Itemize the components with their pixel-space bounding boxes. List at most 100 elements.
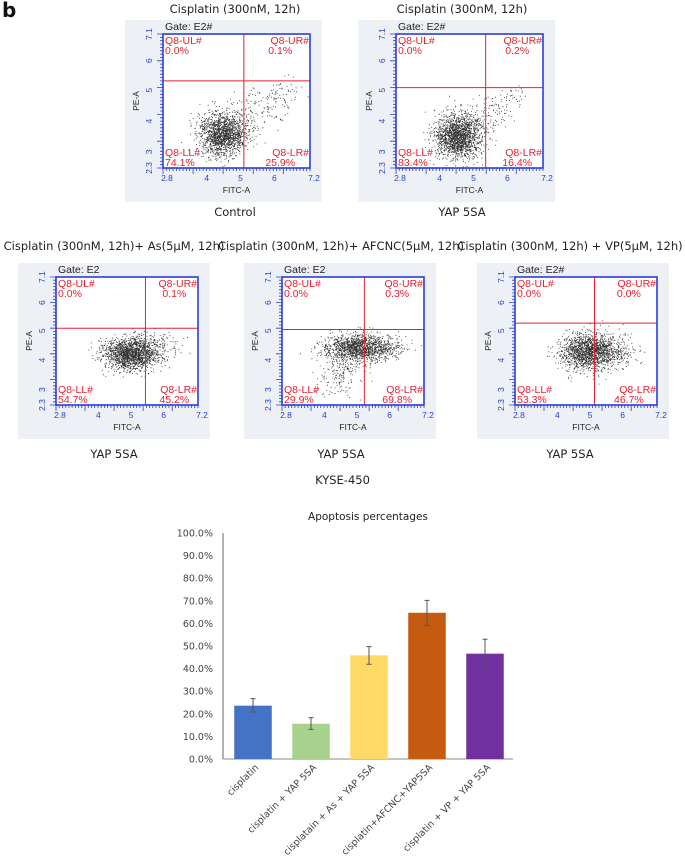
y-tick-label: 4 bbox=[144, 118, 154, 123]
quadrant-ll-name: Q8-LL# bbox=[398, 147, 433, 159]
quadrant-lr-name: Q8-LR# bbox=[619, 384, 656, 396]
quadrant-ll-value: 29.9% bbox=[284, 394, 314, 406]
y-tick-label: 20.0% bbox=[183, 709, 213, 720]
quadrant-ll-name: Q8-LL# bbox=[165, 147, 200, 159]
quadrant-ul-name: Q8-UL# bbox=[284, 278, 321, 290]
y-tick-label: 2.3 bbox=[496, 399, 506, 411]
gate-label: Gate: E2# bbox=[517, 264, 565, 276]
axis-ticks bbox=[509, 276, 658, 411]
quadrant-ur-value: 0.1% bbox=[162, 288, 186, 300]
x-tick-label: 4 bbox=[437, 173, 442, 183]
gate-label: Gate: E2 bbox=[58, 264, 100, 276]
axis-ticks bbox=[276, 276, 425, 411]
y-tick-label: 3 bbox=[37, 387, 47, 392]
y-axis-label: PE-A bbox=[483, 331, 493, 351]
quadrant-ll-name: Q8-LL# bbox=[58, 384, 93, 396]
gate-label: Gate: E2# bbox=[398, 21, 446, 33]
flow-cytometry-plot: Gate: E2 Q8-UL# 0.0% Q8-UR# 0.3% Q8-LL# 29.9% Q… bbox=[244, 263, 436, 439]
plot-area bbox=[56, 277, 198, 405]
x-tick-label: 2.8 bbox=[161, 173, 173, 183]
y-tick-label: 80.0% bbox=[183, 574, 213, 585]
x-tick-label: 4 bbox=[322, 410, 327, 420]
y-tick-label: 2.3 bbox=[144, 162, 154, 174]
x-tick-label: 7.2 bbox=[422, 410, 434, 420]
quadrant-ll-value: 53.3% bbox=[517, 394, 547, 406]
y-tick-label: 0.0% bbox=[189, 755, 213, 766]
quadrant-lr-name: Q8-LR# bbox=[505, 147, 542, 159]
x-tick-label: 6 bbox=[505, 173, 510, 183]
bars bbox=[234, 599, 504, 759]
quadrant-ul-value: 0.0% bbox=[165, 45, 189, 57]
error-bar bbox=[482, 638, 488, 669]
x-tick-label: 7.2 bbox=[655, 410, 667, 420]
x-tick-label: 4 bbox=[96, 410, 101, 420]
y-tick-label: 6 bbox=[496, 300, 506, 305]
bar bbox=[234, 705, 272, 759]
y-tick-label: 4 bbox=[377, 118, 387, 123]
quadrant-ul-value: 0.0% bbox=[58, 288, 82, 300]
flow-cytometry-plot: Gate: E2# Q8-UL# 0.0% Q8-UR# 0.1% Q8-LL# 74.1%… bbox=[125, 20, 322, 202]
y-tick-label: 6 bbox=[263, 300, 273, 305]
y-tick-label: 70.0% bbox=[183, 596, 213, 607]
y-tick-label: 3 bbox=[263, 387, 273, 392]
flow-panel-title: Cisplatin (300nM, 12h)+ As(5μM, 12h) bbox=[3, 239, 225, 253]
quadrant-lr-value: 45.2% bbox=[159, 394, 189, 406]
y-tick-label: 7.1 bbox=[37, 271, 47, 283]
event-dots bbox=[300, 326, 422, 401]
quadrant-ll-value: 83.4% bbox=[398, 157, 428, 169]
y-tick-label: 2.3 bbox=[263, 399, 273, 411]
x-category-label: cisplatin bbox=[225, 762, 261, 798]
y-tick-label: 100.0% bbox=[177, 529, 213, 540]
x-tick-label: 6 bbox=[272, 173, 277, 183]
y-tick-label: 4 bbox=[37, 358, 47, 363]
x-tick-label: 6 bbox=[620, 410, 625, 420]
quadrant-lr-value: 16.4% bbox=[502, 157, 532, 169]
y-tick-label: 50.0% bbox=[183, 642, 213, 653]
flow-panel-title: Cisplatin (300nM, 12h)+ AFCNC(5μM, 12h) bbox=[218, 239, 464, 253]
quadrant-ul-name: Q8-UL# bbox=[58, 278, 95, 290]
axis-ticks bbox=[157, 33, 311, 174]
y-tick-label: 30.0% bbox=[183, 687, 213, 698]
y-tick-label: 5 bbox=[37, 328, 47, 333]
quadrant-lr-name: Q8-LR# bbox=[386, 384, 423, 396]
quadrant-ur-name: Q8-UR# bbox=[158, 278, 197, 290]
quadrant-ul-name: Q8-UL# bbox=[398, 35, 435, 47]
x-axis-label: FITC-A bbox=[572, 422, 600, 432]
quadrant-ur-name: Q8-UR# bbox=[270, 35, 309, 47]
x-tick-label: 4 bbox=[555, 410, 560, 420]
x-axis-label: FITC-A bbox=[339, 422, 367, 432]
y-tick-label: 10.0% bbox=[183, 732, 213, 743]
y-tick-label: 5 bbox=[144, 88, 154, 93]
quadrant-lr-name: Q8-LR# bbox=[272, 147, 309, 159]
y-axis-label: PE-A bbox=[250, 331, 260, 351]
quadrant-lr-value: 69.8% bbox=[382, 394, 412, 406]
y-tick-label: 6 bbox=[37, 300, 47, 305]
y-tick-label: 2.3 bbox=[377, 162, 387, 174]
quadrant-ul-value: 0.0% bbox=[284, 288, 308, 300]
bar bbox=[350, 655, 388, 759]
x-tick-label: 2.8 bbox=[54, 410, 66, 420]
flow-cytometry-plot: Gate: E2# Q8-UL# 0.0% Q8-UR# 0.2% Q8-LL# 83.4%… bbox=[358, 20, 555, 202]
x-tick-label: 5 bbox=[355, 410, 360, 420]
y-tick-label: 3 bbox=[144, 149, 154, 154]
flow-panel-caption: YAP 5SA bbox=[317, 447, 365, 461]
x-tick-label: 2.8 bbox=[513, 410, 525, 420]
error-bar bbox=[366, 646, 372, 665]
x-axis-label: FITC-A bbox=[456, 185, 484, 195]
x-tick-label: 7.2 bbox=[541, 173, 553, 183]
quadrant-ul-value: 0.0% bbox=[398, 45, 422, 57]
quadrant-ll-value: 74.1% bbox=[165, 157, 195, 169]
error-bar bbox=[424, 599, 430, 627]
x-tick-label: 7.2 bbox=[196, 410, 208, 420]
y-axis-ticks: 0.0% 10.0% 20.0% 30.0% 40.0% 50.0% 60.0% 70.0% 8… bbox=[177, 529, 213, 766]
bar bbox=[466, 653, 504, 759]
error-bar bbox=[250, 698, 256, 713]
quadrant-ul-name: Q8-UL# bbox=[165, 35, 202, 47]
y-tick-label: 6 bbox=[377, 58, 387, 63]
x-axis-label: FITC-A bbox=[113, 422, 141, 432]
plot-area bbox=[515, 277, 657, 405]
x-tick-label: 6 bbox=[387, 410, 392, 420]
gate-label: Gate: E2 bbox=[284, 264, 326, 276]
